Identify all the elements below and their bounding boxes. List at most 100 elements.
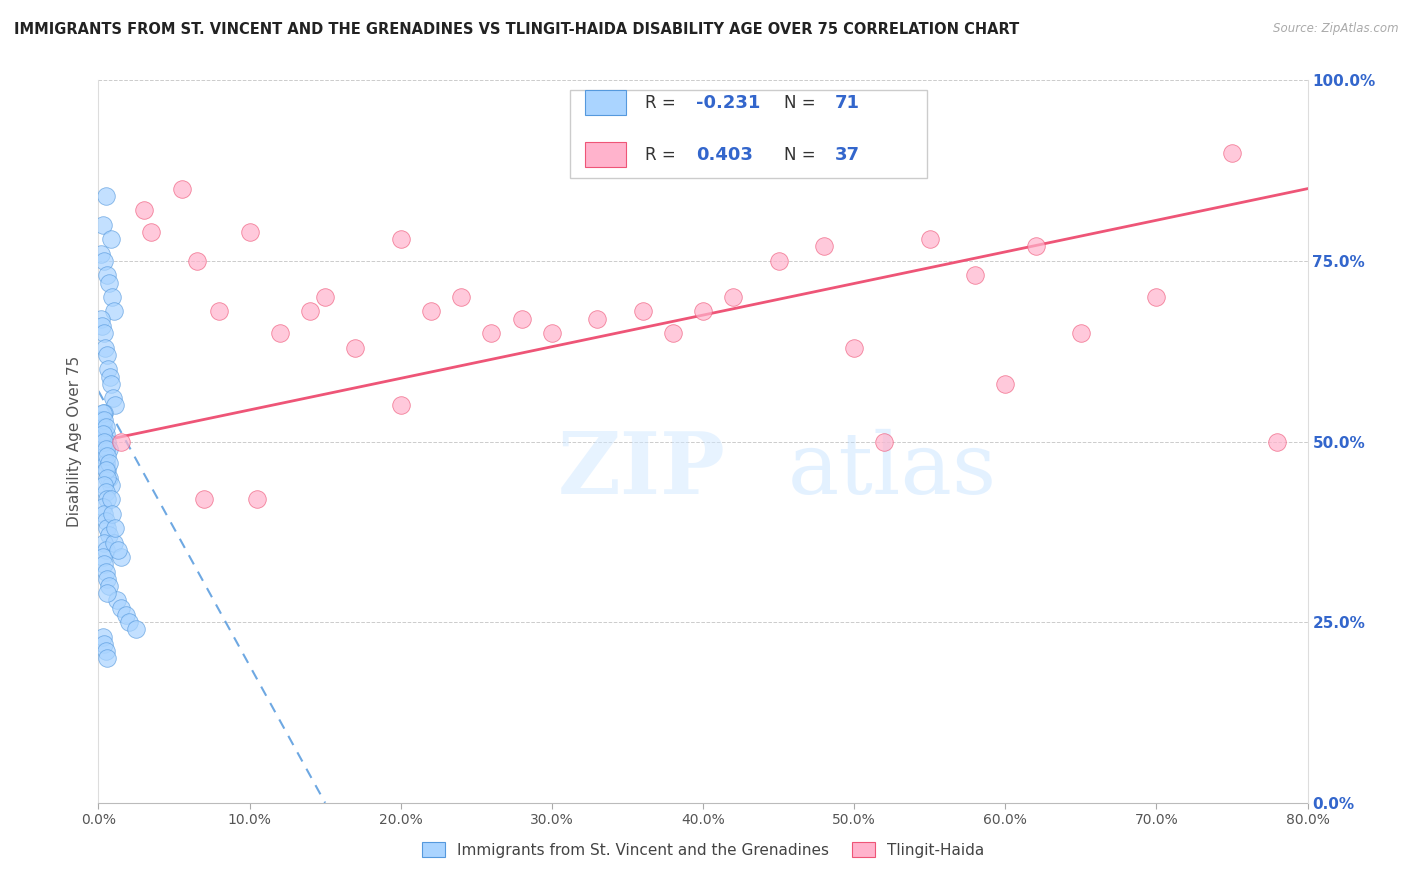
Point [389,398,412,412]
Point [873,434,896,449]
Point [420,304,443,318]
Bar [585,143,626,167]
Point [110,434,132,449]
Point [93,507,115,521]
Point [1146,290,1168,304]
Text: 71: 71 [835,94,860,112]
Point [96,434,118,449]
Point [98,276,121,290]
Text: N =: N = [785,94,821,112]
Point [93,326,115,341]
Point [96,463,118,477]
Point [1070,326,1092,341]
Point [510,311,533,326]
Text: R =: R = [645,94,681,112]
Point [103,304,125,318]
Legend: Immigrants from St. Vincent and the Grenadines, Tlingit-Haida: Immigrants from St. Vincent and the Gren… [416,836,990,863]
Text: -0.231: -0.231 [696,94,761,112]
Point [94,442,117,456]
Point [994,376,1017,391]
Point [246,492,269,507]
Point [91,500,114,514]
Y-axis label: Disability Age Over 75: Disability Age Over 75 [67,356,83,527]
Point [208,304,231,318]
Point [170,182,193,196]
Point [186,253,208,268]
Text: ZIP: ZIP [558,428,725,512]
Text: 37: 37 [835,145,860,164]
Point [93,558,115,572]
Point [114,607,136,622]
Point [93,413,115,427]
Point [1220,145,1243,160]
Point [299,304,322,318]
Point [90,311,112,326]
Point [110,550,132,565]
Point [93,637,115,651]
Point [90,413,112,427]
Point [768,253,790,268]
Text: atlas: atlas [787,429,997,512]
Point [90,246,112,260]
Point [344,341,367,355]
Point [481,326,503,341]
Point [125,623,148,637]
Point [965,268,987,283]
Point [104,398,127,412]
Point [94,420,117,434]
Bar [585,90,626,115]
Point [97,362,120,376]
Point [132,203,155,218]
Point [586,311,609,326]
Point [94,456,117,470]
Point [100,492,122,507]
Point [723,290,745,304]
Point [844,341,866,355]
Text: R =: R = [645,145,681,164]
FancyBboxPatch shape [569,90,927,178]
Point [93,253,115,268]
Point [661,326,683,341]
Point [93,434,115,449]
Point [141,225,163,239]
Point [96,348,118,362]
Point [91,420,114,434]
Point [100,376,122,391]
Point [101,290,124,304]
Point [98,442,121,456]
Point [98,369,121,384]
Point [94,427,117,442]
Point [239,225,262,239]
Point [101,507,124,521]
Point [94,514,117,528]
Point [96,521,118,535]
Point [96,268,118,283]
Point [96,572,118,586]
Point [101,391,124,405]
Point [91,318,114,333]
Point [100,232,122,246]
Point [96,492,118,507]
Point [91,406,114,420]
Text: Source: ZipAtlas.com: Source: ZipAtlas.com [1274,22,1399,36]
Point [103,535,125,549]
Point [91,630,114,644]
Point [98,456,121,470]
Point [93,535,115,549]
Point [93,406,115,420]
Point [105,593,128,607]
Text: IMMIGRANTS FROM ST. VINCENT AND THE GRENADINES VS TLINGIT-HAIDA DISABILITY AGE O: IMMIGRANTS FROM ST. VINCENT AND THE GREN… [14,22,1019,37]
Point [91,550,114,565]
Point [93,478,115,492]
Point [94,565,117,579]
Point [100,478,122,492]
Point [94,485,117,500]
Point [94,644,117,658]
Point [96,651,118,665]
Point [91,218,114,232]
Point [918,232,941,246]
Point [96,586,118,600]
Point [94,542,117,557]
Point [540,326,562,341]
Text: N =: N = [785,145,821,164]
